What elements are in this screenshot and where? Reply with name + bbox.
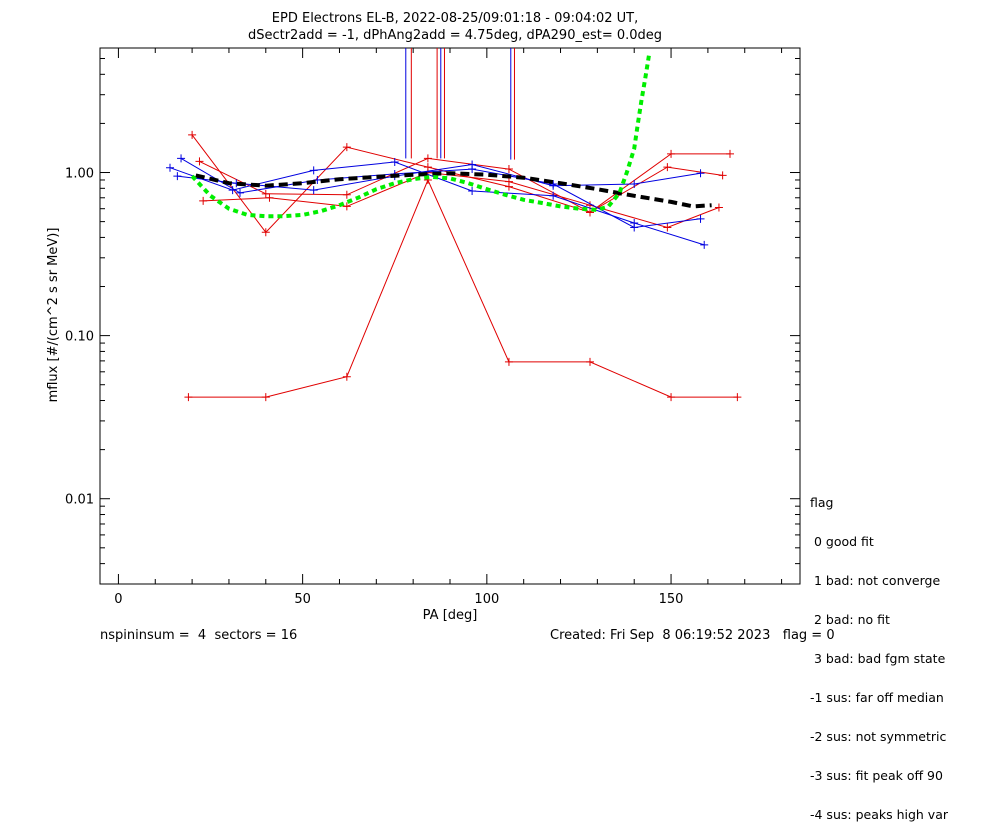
series-point-marker [718,171,727,180]
series-point-marker [342,372,351,381]
series-black-9 [195,171,712,209]
x-tick-label: 50 [294,592,311,607]
series-point-marker [504,357,513,366]
series-point-marker [173,172,182,181]
y-tick-label: 1.00 [65,167,94,182]
series-blue-5 [173,160,705,195]
series-point-marker [714,203,723,212]
series-point-marker [733,393,742,402]
series-point-marker [696,214,705,223]
series-point-marker [177,154,186,163]
series-point-marker [586,208,594,217]
series-point-marker [195,157,204,166]
series-point-marker [188,130,197,139]
series-line-dotted [190,55,651,219]
legend-item: -4 sus: peaks high var [810,807,949,822]
chart-canvas: EPD Electrons EL-B, 2022-08-25/09:01:18 … [46,11,801,623]
series-point-marker [423,154,432,163]
series-point-marker [726,149,734,158]
x-tick-label: 0 [114,592,122,607]
legend-item: -3 sus: fit peak off 90 [810,768,943,783]
footer-created: Created: Fri Sep 8 06:19:52 2023 flag = … [550,628,835,643]
series-point-marker [309,166,318,175]
series-point-marker [261,228,270,237]
series-line [203,171,720,229]
series-point-marker [236,188,244,197]
flag-legend: flag 0 good fit 1 bad: not converge 2 ba… [810,470,948,834]
series-point-marker [663,223,672,232]
series-point-marker [696,169,705,178]
series-line-dashed [195,171,712,209]
series-point-marker [199,196,208,205]
series-red-0 [184,175,742,402]
legend-item: 0 good fit [810,534,874,549]
series-point-marker [184,393,193,402]
series-point-marker [309,186,318,195]
y-tick-label: 0.10 [65,330,94,345]
series-line [199,157,723,213]
series-point-marker [504,165,513,174]
series-point-marker [342,190,351,199]
series-blue-8 [405,48,512,160]
series-point-marker [504,177,513,186]
series-point-marker [265,193,274,202]
series-point-marker [630,223,639,232]
series-point-marker [468,187,477,196]
series-point-marker [663,163,672,172]
legend-item: 2 bad: no fit [810,612,890,627]
x-axis-label: PA [deg] [423,608,478,623]
x-axis-ticks: 0 50 100 150 [114,48,783,607]
series-point-marker [549,191,558,200]
legend-item: 1 bad: not converge [810,573,941,588]
series-point-marker [468,165,477,174]
plot-frame [99,47,801,585]
footer-params: nspininsum = 4 sectors = 16 [100,628,298,643]
series-red-2 [195,154,727,217]
series-point-marker [700,240,709,249]
series-point-marker [549,180,558,189]
legend-title: flag [810,495,834,510]
series-point-marker [586,357,594,366]
legend-item: 3 bad: bad fgm state [810,651,946,666]
x-tick-label: 150 [659,592,684,607]
series-point-marker [166,163,174,172]
y-axis-label: mflux [#/(cm^2 s sr MeV)] [46,228,61,403]
y-axis-ticks: 0.01 0.10 1.00 [65,58,800,585]
series-line [180,157,701,229]
legend-item: -2 sus: not symmetric [810,729,947,744]
series-line [188,178,738,398]
series-point-marker [342,202,351,211]
series-line [177,163,701,191]
series-point-marker [261,189,270,198]
chart-title: EPD Electrons EL-B, 2022-08-25/09:01:18 … [272,11,638,26]
series-red-7 [410,48,515,160]
series-point-marker [261,393,270,402]
y-tick-label: 0.01 [65,493,94,508]
series-point-marker [667,393,676,402]
series-layer [166,48,742,402]
x-tick-label: 100 [474,592,499,607]
legend-item: -1 sus: far off median [810,690,944,705]
chart-subtitle: dSectr2add = -1, dPhAng2add = 4.75deg, d… [248,28,662,43]
series-red-3 [199,168,723,232]
series-point-marker [630,180,639,189]
series-point-marker [390,158,399,167]
series-point-marker [667,149,676,158]
series-green-10 [190,55,651,219]
series-point-marker [342,143,351,152]
